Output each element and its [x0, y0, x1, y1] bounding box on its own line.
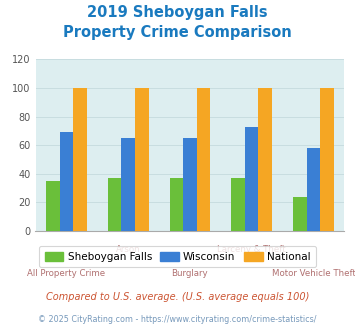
Bar — [258, 88, 272, 231]
Bar — [231, 178, 245, 231]
Text: Arson: Arson — [116, 245, 141, 254]
Bar — [73, 88, 87, 231]
Bar — [135, 88, 148, 231]
Bar — [108, 178, 121, 231]
Bar — [245, 127, 258, 231]
Bar — [293, 197, 307, 231]
Bar — [197, 88, 210, 231]
Bar — [320, 88, 334, 231]
Text: Property Crime Comparison: Property Crime Comparison — [63, 25, 292, 40]
Text: Burglary: Burglary — [171, 269, 208, 278]
Text: Larceny & Theft: Larceny & Theft — [217, 245, 286, 254]
Bar — [307, 148, 320, 231]
Bar — [121, 138, 135, 231]
Bar — [170, 178, 183, 231]
Legend: Sheboygan Falls, Wisconsin, National: Sheboygan Falls, Wisconsin, National — [39, 247, 316, 267]
Bar — [183, 138, 197, 231]
Text: © 2025 CityRating.com - https://www.cityrating.com/crime-statistics/: © 2025 CityRating.com - https://www.city… — [38, 315, 317, 324]
Text: Motor Vehicle Theft: Motor Vehicle Theft — [272, 269, 355, 278]
Bar — [60, 132, 73, 231]
Text: Compared to U.S. average. (U.S. average equals 100): Compared to U.S. average. (U.S. average … — [46, 292, 309, 302]
Text: All Property Crime: All Property Crime — [27, 269, 105, 278]
Text: 2019 Sheboygan Falls: 2019 Sheboygan Falls — [87, 5, 268, 20]
Bar — [46, 181, 60, 231]
